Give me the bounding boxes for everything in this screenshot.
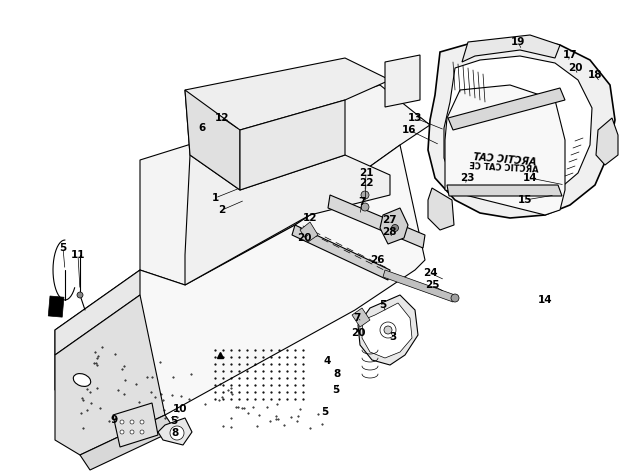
Polygon shape [158, 418, 192, 445]
Polygon shape [140, 85, 430, 285]
Text: 14: 14 [523, 173, 538, 183]
Circle shape [130, 430, 134, 434]
Text: 15: 15 [518, 195, 532, 205]
Text: 22: 22 [359, 178, 373, 188]
Text: 17: 17 [563, 50, 577, 60]
Polygon shape [185, 90, 240, 190]
Polygon shape [55, 145, 425, 415]
Text: 20: 20 [351, 328, 365, 338]
Text: 8: 8 [171, 428, 179, 438]
Text: 16: 16 [402, 125, 416, 135]
Polygon shape [352, 308, 370, 327]
Polygon shape [462, 35, 560, 62]
Text: 12: 12 [215, 113, 229, 123]
Circle shape [170, 426, 184, 440]
Circle shape [140, 420, 144, 424]
Text: 20: 20 [568, 63, 582, 73]
Polygon shape [113, 403, 158, 447]
Text: 5: 5 [379, 300, 387, 310]
Text: 14: 14 [538, 295, 552, 305]
Polygon shape [383, 270, 455, 302]
Polygon shape [428, 188, 454, 230]
Polygon shape [444, 56, 592, 202]
Polygon shape [185, 155, 390, 285]
Polygon shape [385, 55, 420, 107]
Text: TAƆ ƆITƆЯA: TAƆ ƆITƆЯA [473, 152, 537, 168]
Text: 5: 5 [60, 243, 66, 253]
Text: 19: 19 [511, 37, 525, 47]
Text: 7: 7 [353, 313, 361, 323]
Polygon shape [328, 195, 425, 248]
Text: 3: 3 [389, 332, 397, 342]
Text: 7: 7 [358, 197, 366, 207]
Text: 18: 18 [588, 70, 602, 80]
Text: 12: 12 [303, 213, 317, 223]
Circle shape [380, 322, 396, 338]
Text: 8: 8 [334, 369, 340, 379]
Polygon shape [447, 185, 562, 196]
Text: 2: 2 [218, 205, 226, 215]
Polygon shape [596, 118, 618, 165]
Polygon shape [300, 222, 318, 242]
Circle shape [384, 326, 392, 334]
Text: 26: 26 [370, 255, 384, 265]
Text: 20: 20 [297, 233, 311, 243]
Text: 5: 5 [332, 385, 340, 395]
Text: 13: 13 [408, 113, 422, 123]
Polygon shape [55, 295, 165, 455]
Circle shape [391, 225, 399, 231]
Circle shape [120, 420, 124, 424]
Polygon shape [380, 208, 408, 244]
Circle shape [140, 430, 144, 434]
Polygon shape [362, 303, 412, 358]
Text: 28: 28 [382, 227, 396, 237]
Text: 1: 1 [211, 193, 219, 203]
Text: ƎƆ TAƆ ƆITƆЯA: ƎƆ TAƆ ƆITƆЯA [469, 162, 539, 174]
Circle shape [77, 292, 83, 298]
Polygon shape [358, 295, 418, 365]
Polygon shape [55, 270, 140, 355]
Circle shape [361, 191, 369, 199]
Polygon shape [292, 225, 390, 280]
Text: 10: 10 [173, 404, 187, 414]
Circle shape [120, 430, 124, 434]
Text: 11: 11 [71, 250, 86, 260]
Text: 5: 5 [321, 407, 329, 417]
Text: 4: 4 [323, 356, 330, 366]
Bar [48, 296, 64, 317]
Polygon shape [240, 100, 345, 190]
Circle shape [361, 203, 369, 211]
Text: 25: 25 [425, 280, 439, 290]
Text: 9: 9 [110, 415, 118, 425]
Text: 5: 5 [170, 416, 177, 426]
Polygon shape [445, 85, 565, 215]
Text: 21: 21 [359, 168, 373, 178]
Polygon shape [448, 88, 565, 130]
Ellipse shape [73, 373, 91, 387]
Text: 6: 6 [198, 123, 206, 133]
Polygon shape [185, 58, 390, 155]
Polygon shape [428, 38, 615, 218]
Text: 24: 24 [423, 268, 437, 278]
Text: 23: 23 [460, 173, 474, 183]
Text: 27: 27 [382, 215, 396, 225]
Circle shape [451, 294, 459, 302]
Polygon shape [80, 415, 175, 470]
Circle shape [130, 420, 134, 424]
